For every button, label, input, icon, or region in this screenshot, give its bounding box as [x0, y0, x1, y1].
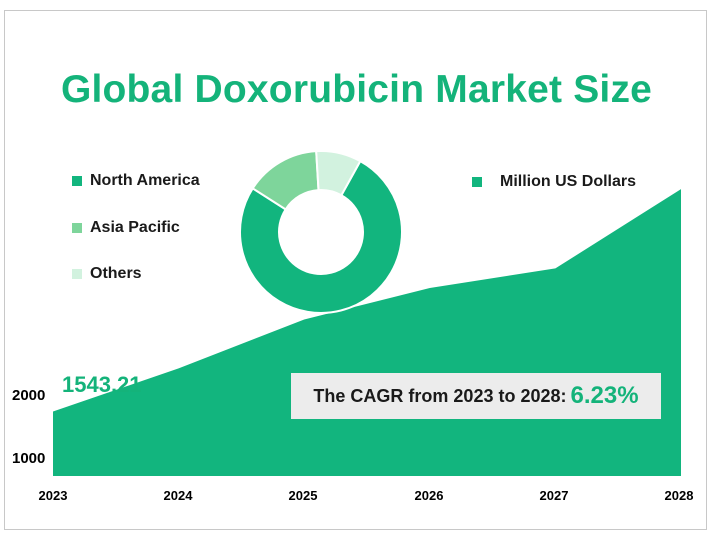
cagr-annotation-text: The CAGR from 2023 to 2028:: [313, 385, 567, 406]
chart-title: Global Doxorubicin Market Size: [60, 68, 653, 111]
legend-item-million-us-dollars: Million US Dollars: [472, 173, 636, 191]
legend-swatch-asia-pacific: [72, 223, 82, 233]
legend-item-others: Others: [72, 265, 142, 283]
cagr-annotation-box: The CAGR from 2023 to 2028: 6.23%: [291, 373, 661, 419]
legend-item-north-america: North America: [72, 172, 200, 190]
legend-swatch-others: [72, 269, 82, 279]
start-value-label: 1543.21: [62, 372, 142, 397]
cagr-annotation-value: 6.23%: [570, 382, 639, 409]
donut-chart: [239, 150, 403, 314]
x-tick-label-2024: 2024: [163, 488, 193, 503]
legend-label-million-us-dollars: Million US Dollars: [500, 173, 637, 190]
x-tick-label-2027: 2027: [539, 488, 569, 503]
legend-item-asia-pacific: Asia Pacific: [72, 219, 180, 237]
legend-label-others: Others: [90, 265, 142, 282]
legend-swatch-north-america: [72, 176, 82, 186]
y-tick-label-1000: 1000: [12, 450, 46, 467]
legend-label-north-america: North America: [90, 172, 200, 189]
donut-slice-others: [315, 150, 362, 197]
x-tick-label-2025: 2025: [288, 488, 318, 503]
x-tick-label-2028: 2028: [664, 488, 694, 503]
x-tick-label-2026: 2026: [414, 488, 444, 503]
y-tick-label-2000: 2000: [12, 387, 46, 404]
donut-slice-north-america: [239, 159, 403, 314]
legend-swatch-million-us-dollars: [472, 177, 482, 187]
legend-label-asia-pacific: Asia Pacific: [90, 219, 180, 236]
x-tick-label-2023: 2023: [38, 488, 68, 503]
